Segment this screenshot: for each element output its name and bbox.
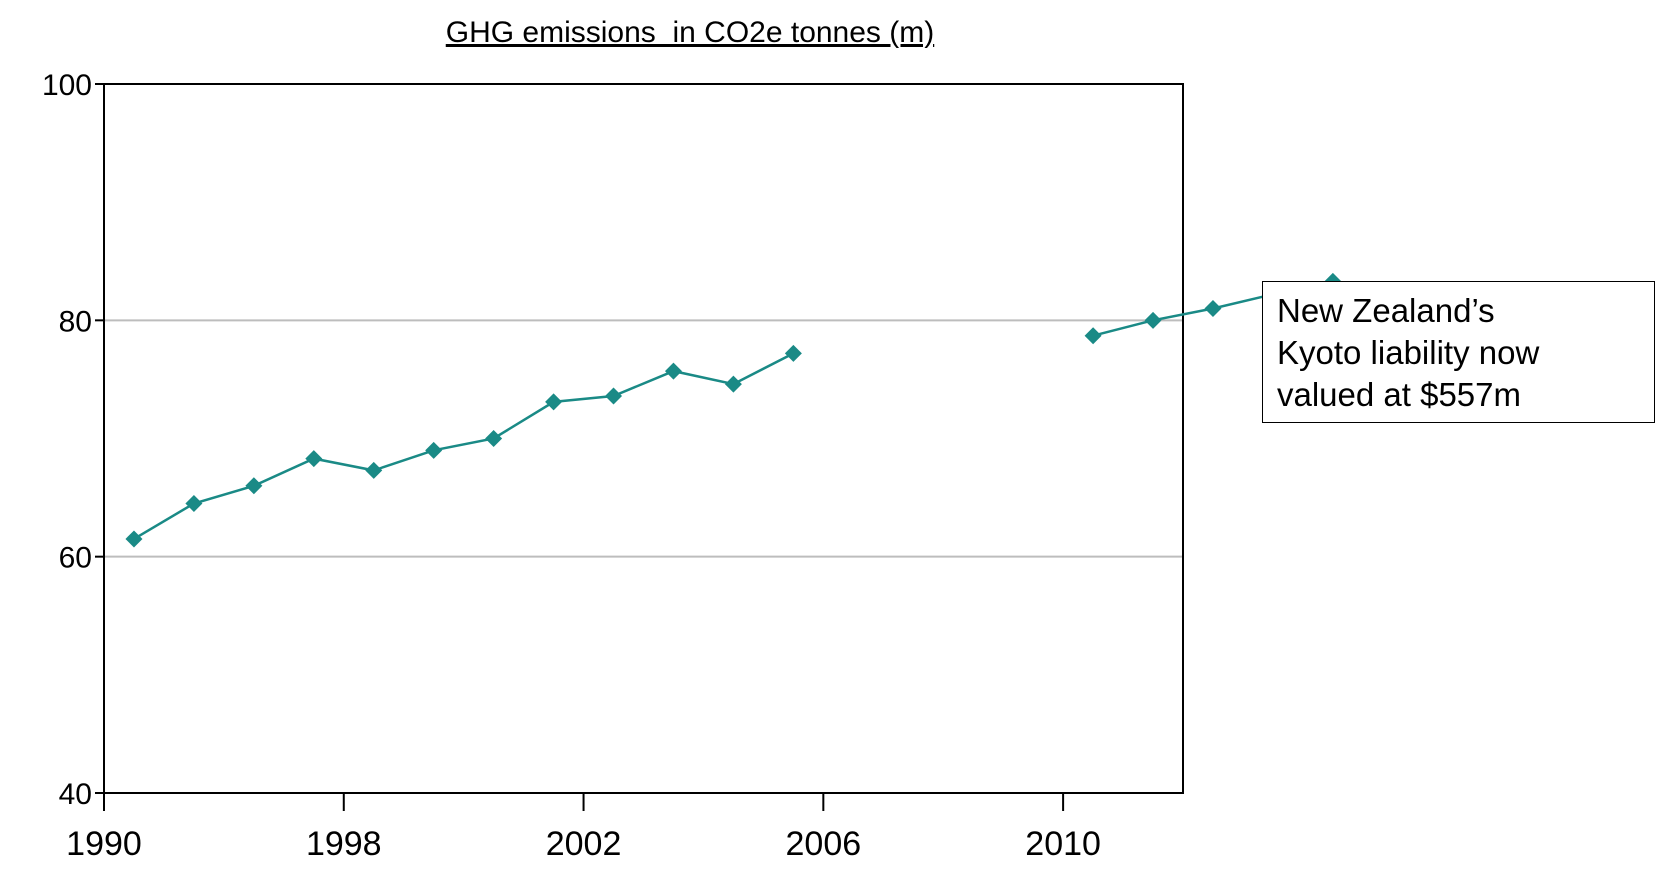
data-point-marker [485,430,503,447]
x-tick-label: 1990 [66,825,142,863]
data-point-marker [1204,300,1222,318]
gridlines [104,319,1183,558]
data-point-marker [185,494,203,512]
axes: 40 60 80 100 1990 1998 2002 2006 2010 [42,69,1101,863]
data-point-marker [125,530,143,548]
data-point-marker [245,477,263,495]
x-tick-label: 2006 [786,825,862,863]
y-tick-label: 60 [59,542,92,575]
data-point-marker [1144,311,1162,329]
x-tick-label: 1998 [306,825,382,863]
data-point-marker [1084,327,1102,345]
annotation-line: valued at $557m [1277,376,1522,413]
x-tick-label: 2010 [1025,825,1101,863]
data-point-marker [425,441,443,459]
data-point-marker [365,461,383,479]
data-point-marker [664,362,682,380]
chart-title: GHG emissions in CO2e tonnes (m) [446,16,934,49]
annotation-box: New Zealand’s Kyoto liability now valued… [1262,281,1655,423]
x-tick-label: 2002 [546,825,622,863]
annotation-line: Kyoto liability now [1277,334,1540,371]
series-line [133,352,794,540]
y-tick-label: 40 [59,778,92,811]
data-point-marker [545,393,563,411]
data-point-marker [784,344,802,362]
y-tick-label: 100 [42,69,92,102]
data-point-marker [724,375,742,393]
y-tick-label: 80 [59,305,92,338]
annotation-line: New Zealand’s [1277,292,1495,329]
data-markers [125,272,1342,548]
data-point-marker [305,450,323,468]
plot-area-frame [103,83,1184,794]
data-point-marker [605,387,623,405]
